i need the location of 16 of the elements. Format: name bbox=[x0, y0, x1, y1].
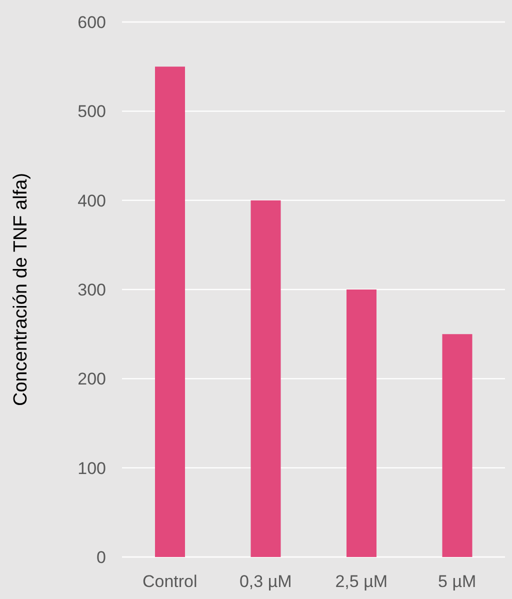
y-tick-label: 500 bbox=[78, 102, 106, 122]
bar bbox=[346, 290, 376, 557]
bar bbox=[250, 200, 281, 557]
y-tick-label: 200 bbox=[78, 370, 106, 389]
x-tick-label: 5 µM bbox=[438, 572, 476, 592]
y-tick-label: 300 bbox=[78, 280, 106, 300]
y-tick-label: 400 bbox=[78, 191, 106, 210]
y-axis-title: Concentración de TNF alfa) bbox=[10, 172, 32, 406]
y-tick-label: 100 bbox=[78, 458, 106, 478]
x-tick-label: 0,3 µM bbox=[239, 572, 292, 592]
y-tick-label: 0 bbox=[96, 548, 106, 568]
x-tick-label: Control bbox=[142, 572, 198, 592]
bar bbox=[442, 334, 472, 557]
bar bbox=[155, 66, 185, 557]
x-tick-label: 2,5 µM bbox=[335, 572, 388, 592]
y-tick-label: 600 bbox=[78, 13, 106, 32]
